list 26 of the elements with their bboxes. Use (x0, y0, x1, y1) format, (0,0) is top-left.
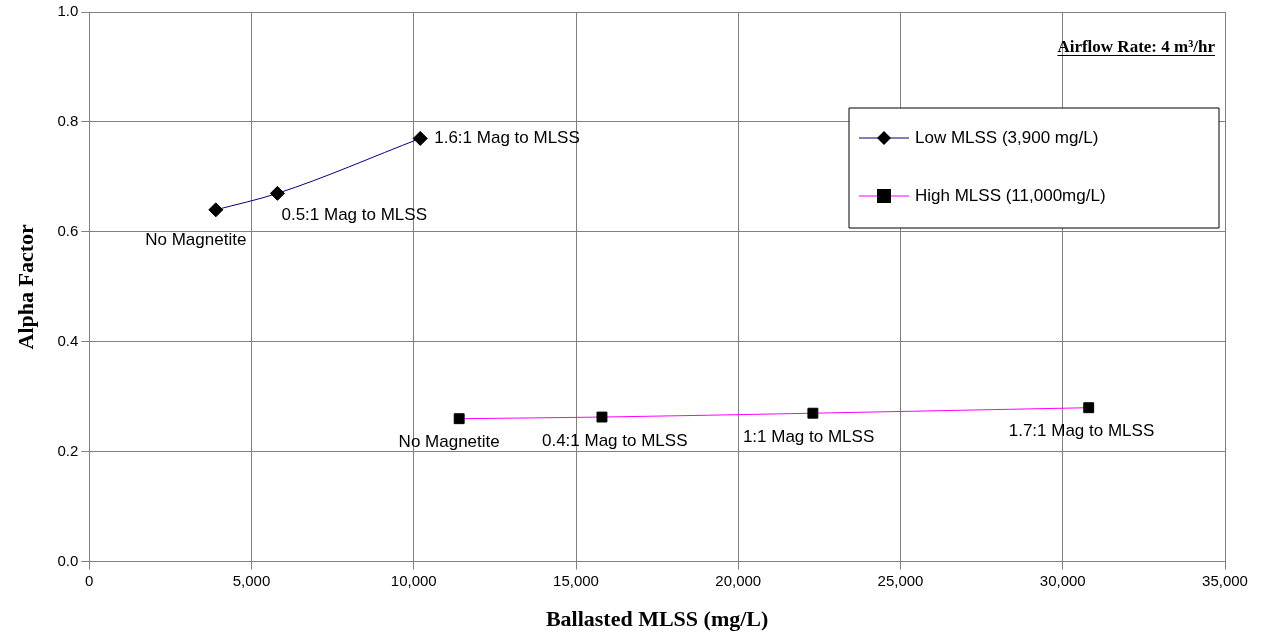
x-tick-label: 0 (85, 571, 94, 589)
y-axis-title: Alpha Factor (12, 223, 38, 350)
annotation: 1.7:1 Mag to MLSS (1008, 421, 1155, 441)
y-tick-label: 0.8 (57, 112, 79, 130)
legend-label: High MLSS (11,000mg/L) (915, 185, 1106, 205)
y-tick-label: 0.2 (57, 441, 79, 459)
annotation: 0.5:1 Mag to MLSS (281, 205, 427, 225)
x-tick-label: 15,000 (553, 571, 599, 589)
legend-label: Low MLSS (3,900 mg/L) (915, 127, 1099, 147)
x-tick-label: 5,000 (232, 571, 271, 589)
y-tick-label: 0.6 (57, 221, 79, 239)
annotation: 0.4:1 Mag to MLSS (541, 430, 688, 450)
y-tick-label: 0.0 (57, 551, 79, 569)
annotation: No Magnetite (145, 229, 247, 249)
x-tick-label: 25,000 (877, 571, 924, 589)
x-tick-label: 10,000 (390, 571, 437, 589)
x-tick-label: 30,000 (1039, 571, 1086, 589)
x-axis-title: Ballasted MLSS (mg/L) (545, 606, 769, 632)
y-tick-label: 0.4 (57, 331, 79, 349)
x-tick-label: 20,000 (715, 571, 762, 589)
annotation: No Magnetite (398, 432, 500, 452)
x-tick-label: 35,000 (1202, 571, 1248, 589)
y-tick-label: 1.0 (57, 2, 79, 20)
annotation: 1.6:1 Mag to MLSS (434, 128, 580, 148)
annotation: 1:1 Mag to MLSS (742, 426, 875, 446)
annotation: Airflow Rate: 4 m³/hr (1057, 37, 1216, 56)
